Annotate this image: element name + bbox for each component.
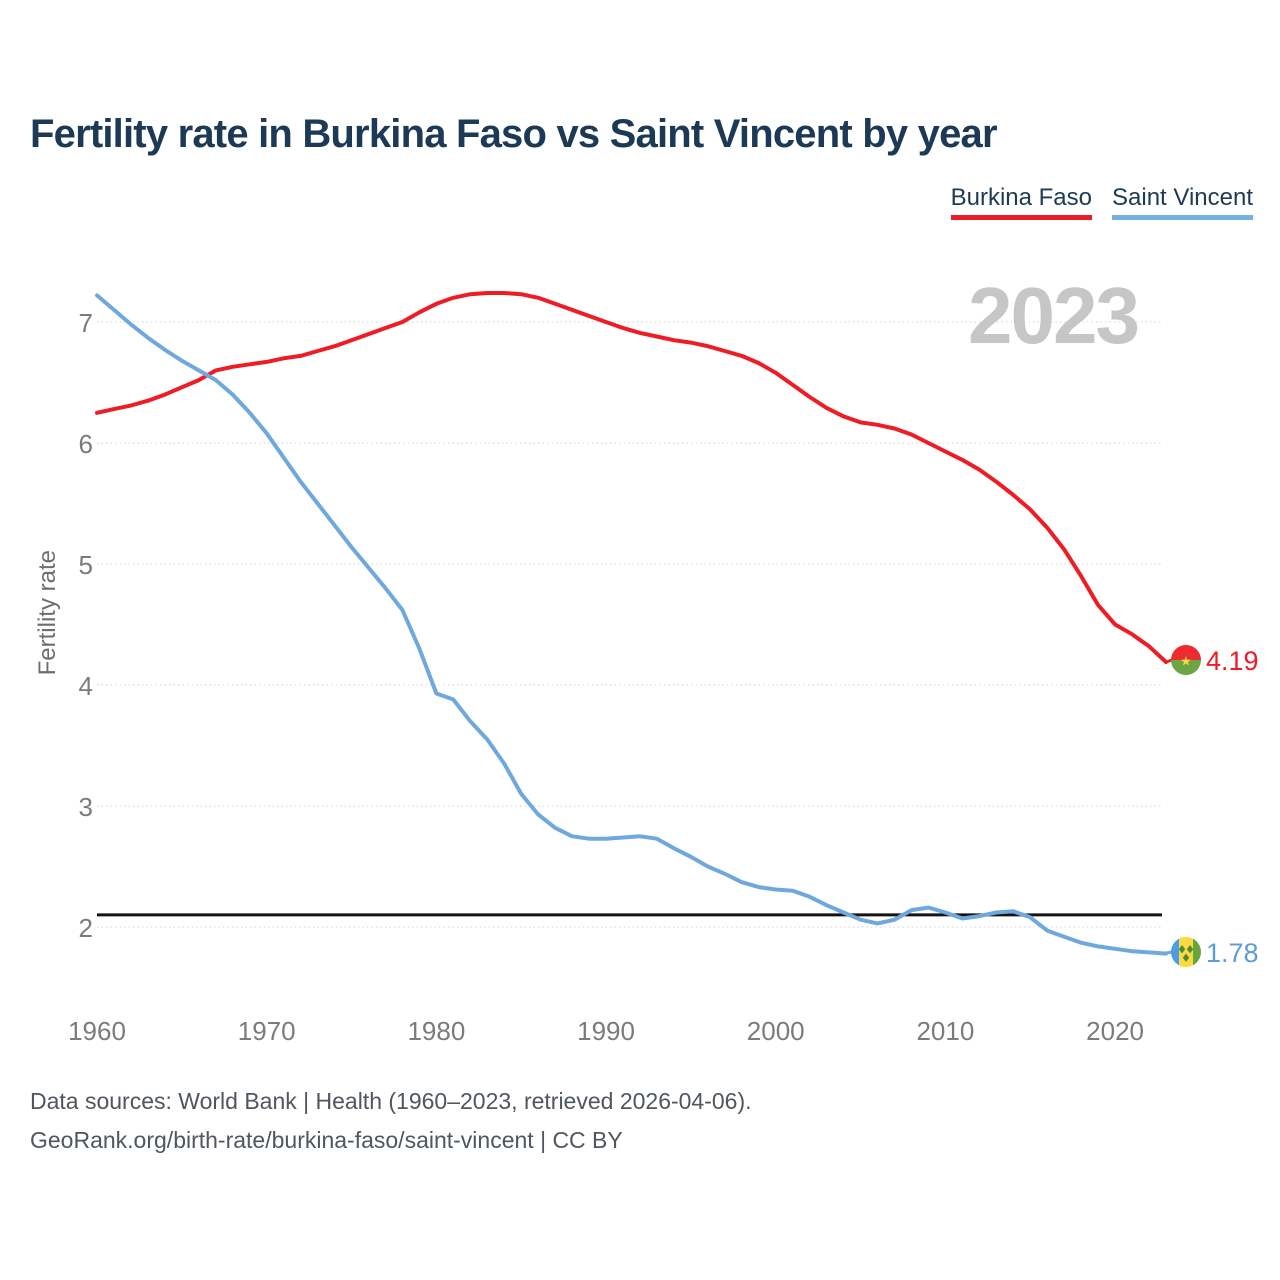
x-tick-label: 2000 [747, 1016, 805, 1046]
legend: Burkina Faso Saint Vincent [950, 184, 1253, 220]
x-tick-label: 2010 [916, 1016, 974, 1046]
burkina-faso-flag-icon: ★ [1171, 645, 1201, 675]
burkina-faso-line [95, 291, 1168, 664]
data-sources-text: Data sources: World Bank | Health (1960–… [30, 1088, 752, 1114]
legend-item-saint-vincent[interactable]: Saint Vincent [1112, 184, 1253, 220]
y-axis-title: Fertility rate [34, 550, 61, 676]
x-tick-label: 2020 [1086, 1016, 1144, 1046]
burkina-faso-end-value: 4.19 [1206, 646, 1259, 676]
saint-vincent-flag-icon [1171, 937, 1201, 967]
x-tick-label: 1960 [68, 1016, 126, 1046]
burkina-faso-leader-line [1165, 658, 1173, 664]
page-title: Fertility rate in Burkina Faso vs Saint … [30, 112, 998, 156]
y-tick-label: 2 [79, 913, 93, 943]
saint-vincent-line [95, 293, 1168, 956]
x-tick-label: 1980 [407, 1016, 465, 1046]
saint-vincent-end-value: 1.78 [1206, 938, 1259, 968]
saint-vincent-leader-line [1165, 950, 1173, 955]
burkina-faso-star-icon: ★ [1180, 654, 1192, 669]
x-tick-label: 1990 [577, 1016, 635, 1046]
attribution-text: GeoRank.org/birth-rate/burkina-faso/sain… [30, 1127, 623, 1153]
y-tick-label: 5 [79, 550, 93, 580]
year-watermark: 2023 [968, 271, 1140, 360]
x-tick-label: 1970 [238, 1016, 296, 1046]
legend-item-burkina-faso[interactable]: Burkina Faso [950, 184, 1092, 220]
y-tick-label: 3 [79, 792, 93, 822]
y-tick-label: 6 [79, 429, 93, 459]
y-tick-label: 4 [79, 671, 93, 701]
y-tick-label: 7 [79, 308, 93, 338]
chart-lines-layer: 7 6 5 4 3 2 1960 1970 1980 1990 2000 2010 2020 [68, 291, 1168, 1046]
